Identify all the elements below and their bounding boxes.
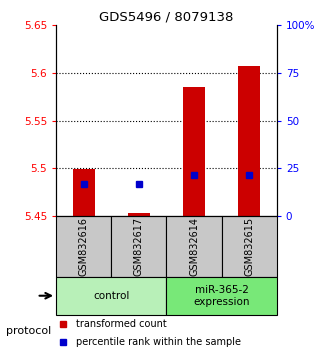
Title: GDS5496 / 8079138: GDS5496 / 8079138 (99, 11, 234, 24)
Bar (183, 87, 205, 216)
Text: protocol: protocol (6, 326, 52, 336)
Bar (111, 216, 166, 276)
Text: percentile rank within the sample: percentile rank within the sample (76, 337, 241, 347)
Bar (56, 216, 111, 276)
Text: GSM832614: GSM832614 (189, 217, 199, 276)
Text: GSM832617: GSM832617 (134, 217, 144, 276)
Bar (221, 216, 277, 276)
Bar (166, 276, 277, 315)
Bar (128, 212, 150, 216)
Text: transformed count: transformed count (76, 319, 167, 329)
Text: control: control (93, 291, 129, 301)
Bar (166, 216, 222, 276)
Text: GSM832615: GSM832615 (244, 217, 254, 276)
Text: miR-365-2
expression: miR-365-2 expression (193, 285, 250, 307)
Bar (238, 66, 260, 216)
Bar (56, 276, 166, 315)
Text: GSM832616: GSM832616 (79, 217, 89, 276)
Bar (73, 170, 95, 216)
